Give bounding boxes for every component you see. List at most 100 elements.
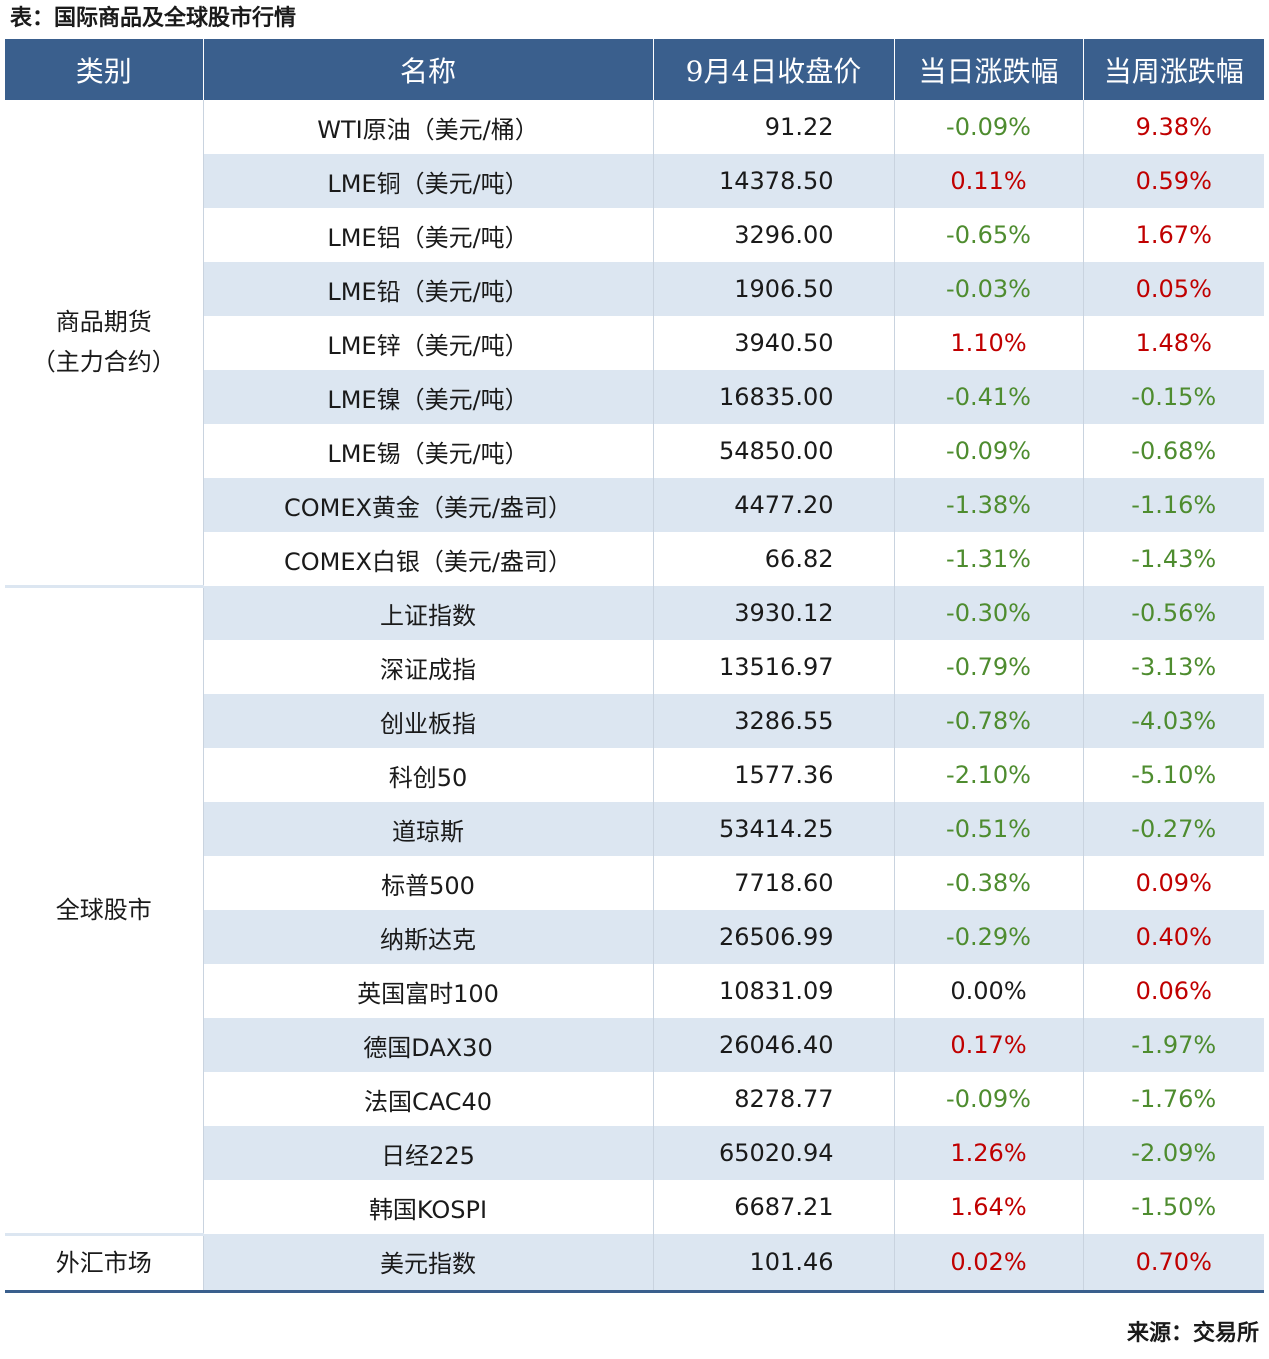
week-change: -0.56% [1083, 586, 1264, 640]
table-row: 标普500 7718.60 -0.38% 0.09% [5, 856, 1264, 910]
table-row: 商品期货 （主力合约） WTI原油（美元/桶） 91.22 -0.09% 9.38% [5, 100, 1264, 586]
week-change: -2.09% [1083, 1126, 1264, 1180]
week-change: -3.13% [1131, 653, 1217, 681]
instrument-name: COMEX白银（美元/盎司） [203, 532, 654, 586]
header-category: 类别 [5, 39, 204, 100]
instrument-name: 韩国KOSPI [203, 1180, 654, 1234]
day-change: -0.03% [894, 262, 1084, 316]
category-cell: 外汇市场 [5, 1232, 204, 1293]
close-price: 3930.12 [653, 586, 895, 640]
header-day-change: 当日涨跌幅 [894, 39, 1084, 100]
day-change: -0.65% [894, 208, 1084, 262]
week-change: 9.38% [1135, 113, 1212, 141]
category-sublabel: （主力合约） [31, 348, 176, 377]
close-price: 14378.50 [653, 154, 895, 208]
day-change: -0.78% [894, 694, 1084, 748]
close-price: 53414.25 [653, 802, 895, 856]
close-price: 6687.21 [653, 1180, 895, 1234]
close-price: 3296.00 [653, 208, 895, 262]
day-change: -0.09% [894, 1072, 1084, 1126]
table-row: 日经225 65020.94 1.26% -2.09% [5, 1126, 1264, 1180]
table-row: LME锡（美元/吨） 54850.00 -0.09% -0.68% [5, 424, 1264, 478]
day-change: -0.51% [894, 802, 1084, 856]
day-change: -0.09% [894, 100, 1084, 154]
week-change: -5.10% [1131, 761, 1217, 789]
category-cell: 商品期货 （主力合约） [5, 100, 204, 586]
market-table: 类别 名称 9月4日收盘价 当日涨跌幅 当周涨跌幅 商品期货 （主力合约） WTI原… [5, 39, 1264, 1293]
instrument-name: 日经225 [203, 1126, 654, 1180]
close-price: 26506.99 [653, 910, 895, 964]
day-change: 1.64% [894, 1180, 1084, 1234]
table-row: LME镍（美元/吨） 16835.00 -0.41% -0.15% [5, 370, 1264, 424]
close-price: 3286.55 [653, 694, 895, 748]
table-row: 外汇市场 美元指数 101.46 0.02% 0.70% [5, 1232, 1264, 1293]
category-label: 全球股市 [55, 896, 152, 924]
day-change: 0.02% [894, 1234, 1084, 1293]
close-price: 91.22 [653, 100, 895, 154]
instrument-name: COMEX黄金（美元/盎司） [203, 478, 654, 532]
close-price: 1577.36 [653, 748, 895, 802]
table-row: COMEX白银（美元/盎司） 66.82 -1.31% -1.43% [5, 532, 1264, 586]
table-row: LME铅（美元/吨） 1906.50 -0.03% 0.05% [5, 262, 1264, 316]
table-row: COMEX黄金（美元/盎司） 4477.20 -1.38% -1.16% [5, 478, 1264, 532]
day-change: -1.38% [894, 478, 1084, 532]
week-change: -4.03% [1083, 694, 1264, 748]
instrument-name: LME锌（美元/吨） [203, 316, 654, 370]
table-row: 德国DAX30 26046.40 0.17% -1.97% [5, 1018, 1264, 1072]
close-price: 13516.97 [653, 640, 895, 694]
close-price: 101.46 [653, 1234, 895, 1293]
category-label: 商品期货 [55, 308, 152, 337]
week-change: -0.68% [1131, 437, 1217, 465]
header-close: 9月4日收盘价 [653, 39, 895, 100]
instrument-name: LME铝（美元/吨） [203, 208, 654, 262]
week-change: -1.97% [1083, 1018, 1264, 1072]
day-change: -2.10% [894, 748, 1084, 802]
header-row: 类别 名称 9月4日收盘价 当日涨跌幅 当周涨跌幅 [5, 39, 1264, 100]
week-change: -1.16% [1083, 478, 1264, 532]
week-change: -1.50% [1131, 1193, 1217, 1221]
day-change: 1.10% [894, 316, 1084, 370]
table-body: 商品期货 （主力合约） WTI原油（美元/桶） 91.22 -0.09% 9.38% LME… [5, 100, 1264, 1293]
day-change: -1.31% [894, 532, 1084, 586]
instrument-name: LME铜（美元/吨） [203, 154, 654, 208]
table-row: 纳斯达克 26506.99 -0.29% 0.40% [5, 910, 1264, 964]
instrument-name: LME镍（美元/吨） [203, 370, 654, 424]
day-change: -0.79% [894, 640, 1084, 694]
close-price: 8278.77 [653, 1072, 895, 1126]
instrument-name: 德国DAX30 [203, 1018, 654, 1072]
table-row: 科创50 1577.36 -2.10% -5.10% [5, 748, 1264, 802]
close-price: 4477.20 [653, 478, 895, 532]
instrument-name: 法国CAC40 [203, 1072, 654, 1126]
close-price: 54850.00 [653, 424, 895, 478]
instrument-name: 道琼斯 [203, 802, 654, 856]
close-price: 16835.00 [653, 370, 895, 424]
instrument-name: WTI原油（美元/桶） [203, 100, 654, 154]
week-change: 0.05% [1083, 262, 1264, 316]
week-change: 0.09% [1135, 869, 1212, 897]
week-change: 0.06% [1135, 977, 1212, 1005]
table-row: 创业板指 3286.55 -0.78% -4.03% [5, 694, 1264, 748]
header-name: 名称 [203, 39, 654, 100]
day-change: -0.30% [894, 586, 1084, 640]
day-change: -0.09% [894, 424, 1084, 478]
week-change: -0.27% [1083, 802, 1264, 856]
week-change: 0.40% [1083, 910, 1264, 964]
table-row: 深证成指 13516.97 -0.79% -3.13% [5, 640, 1264, 694]
table-row: 韩国KOSPI 6687.21 1.64% -1.50% [5, 1180, 1264, 1234]
table-row: 道琼斯 53414.25 -0.51% -0.27% [5, 802, 1264, 856]
instrument-name: 深证成指 [203, 640, 654, 694]
table-row: LME铝（美元/吨） 3296.00 -0.65% 1.67% [5, 208, 1264, 262]
category-cell: 全球股市 [5, 584, 204, 1234]
instrument-name: 科创50 [203, 748, 654, 802]
instrument-name: 上证指数 [203, 586, 654, 640]
instrument-name: LME锡（美元/吨） [203, 424, 654, 478]
category-label: 外汇市场 [55, 1248, 152, 1277]
day-change: -0.41% [894, 370, 1084, 424]
instrument-name: 英国富时100 [203, 964, 654, 1018]
table-row: 法国CAC40 8278.77 -0.09% -1.76% [5, 1072, 1264, 1126]
day-change: 0.11% [894, 154, 1084, 208]
instrument-name: 纳斯达克 [203, 910, 654, 964]
week-change: -1.76% [1131, 1085, 1217, 1113]
close-price: 66.82 [653, 532, 895, 586]
day-change: 0.00% [894, 964, 1084, 1018]
